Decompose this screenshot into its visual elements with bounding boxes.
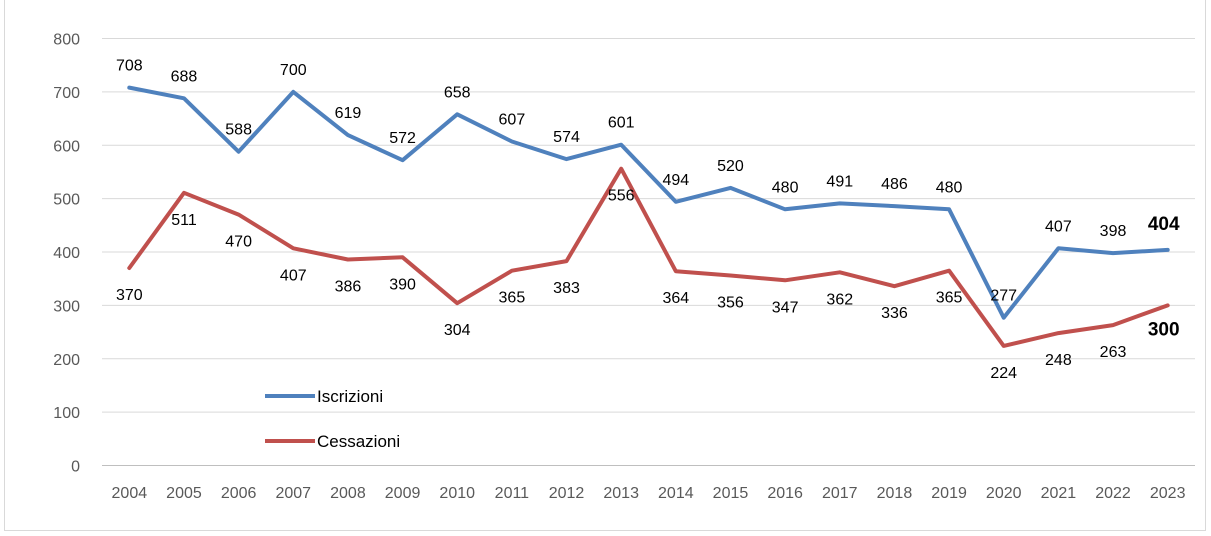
data-label: 486 <box>881 176 908 193</box>
data-label: 658 <box>444 84 471 101</box>
data-label: 588 <box>225 122 252 139</box>
data-label: 700 <box>280 62 307 79</box>
grid-lines <box>102 38 1195 466</box>
y-tick-label: 400 <box>53 245 80 262</box>
data-label: 708 <box>116 58 143 75</box>
data-label: 491 <box>826 173 853 190</box>
x-tick-label: 2009 <box>385 485 421 502</box>
x-tick-label: 2005 <box>166 485 202 502</box>
x-tick-label: 2007 <box>275 485 311 502</box>
legend: Iscrizioni Cessazioni <box>265 387 400 451</box>
data-label: 263 <box>1100 344 1127 361</box>
data-label: 224 <box>990 365 1017 382</box>
data-label: 407 <box>280 267 307 284</box>
x-tick-label: 2022 <box>1095 485 1131 502</box>
x-tick-label: 2018 <box>877 485 913 502</box>
data-label: 607 <box>499 112 526 129</box>
data-label: 347 <box>772 299 799 316</box>
x-tick-label: 2017 <box>822 485 858 502</box>
data-label: 619 <box>335 105 362 122</box>
data-label: 494 <box>662 172 689 189</box>
data-label: 277 <box>990 288 1017 305</box>
x-tick-label: 2020 <box>986 485 1022 502</box>
series-lines <box>127 85 1170 348</box>
data-label: 574 <box>553 129 580 146</box>
series-line-iscrizioni <box>127 85 1170 320</box>
data-label: 365 <box>499 290 526 307</box>
data-label: 404 <box>1148 214 1180 235</box>
y-tick-label: 600 <box>53 138 80 155</box>
data-label: 407 <box>1045 218 1072 235</box>
data-label: 364 <box>662 290 689 307</box>
y-tick-label: 200 <box>53 352 80 369</box>
x-tick-label: 2011 <box>495 485 530 502</box>
x-tick-label: 2023 <box>1150 485 1186 502</box>
data-label: 248 <box>1045 352 1072 369</box>
data-label: 370 <box>116 287 143 304</box>
data-label: 601 <box>608 115 635 132</box>
x-tick-label: 2012 <box>549 485 585 502</box>
data-label: 390 <box>389 276 416 293</box>
x-tick-label: 2019 <box>931 485 967 502</box>
y-tick-label: 100 <box>53 405 80 422</box>
chart-frame <box>4 0 1206 531</box>
x-tick-label: 2021 <box>1041 485 1077 502</box>
x-tick-label: 2014 <box>658 485 694 502</box>
data-label: 556 <box>608 188 635 205</box>
y-tick-label: 800 <box>53 32 80 49</box>
data-label: 386 <box>335 278 362 295</box>
data-labels: 708 688 588 700 619 572 658 607 574 601 494 520 480 4… <box>116 58 1180 382</box>
data-label: 470 <box>225 234 252 251</box>
data-label: 336 <box>881 305 908 322</box>
x-tick-label: 2015 <box>713 485 749 502</box>
data-label: 480 <box>772 179 799 196</box>
series-line-cessazioni <box>127 166 1170 348</box>
x-tick-label: 2004 <box>112 485 148 502</box>
x-tick-label: 2016 <box>767 485 803 502</box>
y-tick-label: 500 <box>53 192 80 209</box>
x-tick-label: 2010 <box>439 485 475 502</box>
data-label: 356 <box>717 294 744 311</box>
x-axis-ticks: 2004 2005 2006 2007 2008 2009 2010 2011 2012 2013… <box>112 485 1186 502</box>
x-tick-label: 2013 <box>603 485 639 502</box>
data-label: 688 <box>171 68 198 85</box>
data-label: 304 <box>444 322 471 339</box>
data-label: 480 <box>936 179 963 196</box>
y-tick-label: 300 <box>53 298 80 315</box>
legend-label: Cessazioni <box>317 432 400 451</box>
x-tick-label: 2006 <box>221 485 257 502</box>
data-label: 383 <box>553 280 580 297</box>
legend-label: Iscrizioni <box>317 387 383 406</box>
data-label: 398 <box>1100 223 1127 240</box>
data-label: 572 <box>389 130 416 147</box>
data-label: 362 <box>826 291 853 308</box>
data-label: 511 <box>171 212 197 229</box>
y-axis-ticks: 0 100 200 300 400 500 600 700 800 <box>53 32 80 476</box>
data-label: 520 <box>717 158 744 175</box>
data-label: 300 <box>1148 319 1180 340</box>
y-tick-label: 0 <box>71 459 80 476</box>
x-tick-label: 2008 <box>330 485 366 502</box>
y-tick-label: 700 <box>53 85 80 102</box>
data-label: 365 <box>936 290 963 307</box>
